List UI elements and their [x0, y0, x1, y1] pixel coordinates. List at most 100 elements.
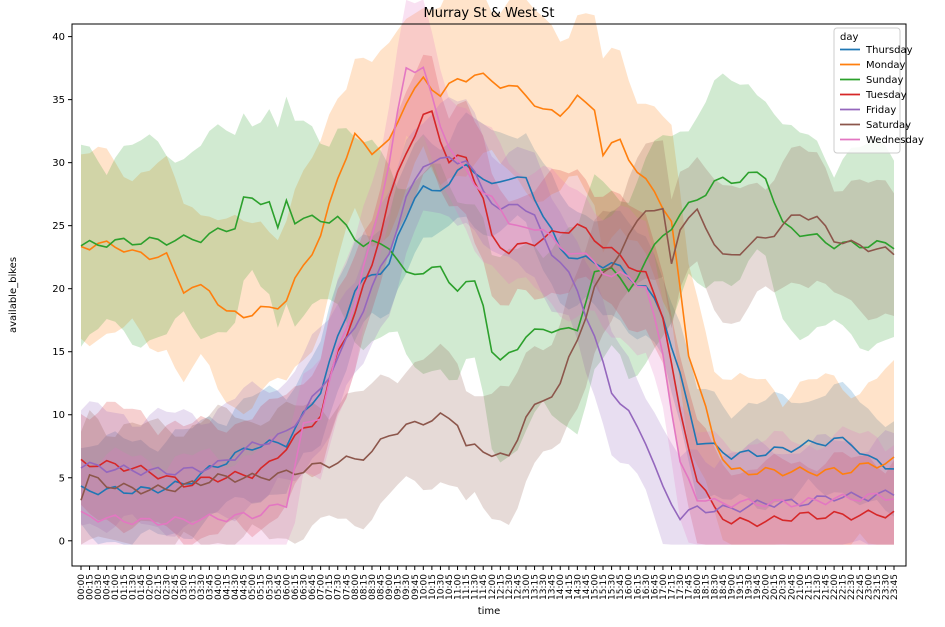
x-tick-label: 20:00 [762, 574, 772, 600]
x-tick-label: 10:00 [419, 574, 429, 600]
legend-entry-label: Saturday [866, 120, 911, 131]
x-tick-label: 19:15 [736, 574, 746, 600]
x-tick-label: 08:45 [377, 574, 387, 600]
band-monday [81, 0, 894, 545]
x-tick-label: 11:45 [479, 574, 489, 600]
x-axis: 00:0000:1500:3000:4501:0001:1501:3001:45… [77, 566, 900, 600]
legend-entry-label: Wednesday [866, 135, 924, 146]
x-tick-label: 20:45 [787, 574, 797, 600]
x-tick-label: 08:15 [359, 574, 369, 600]
x-tick-label: 13:45 [548, 574, 558, 600]
x-tick-label: 04:30 [231, 574, 241, 600]
x-tick-label: 12:00 [488, 574, 498, 600]
x-tick-label: 23:30 [881, 574, 891, 600]
x-tick-label: 01:45 [137, 574, 147, 600]
x-tick-label: 21:45 [822, 574, 832, 600]
x-tick-label: 21:30 [813, 574, 823, 600]
y-tick-label: 0 [59, 536, 65, 547]
y-tick-label: 15 [52, 347, 65, 358]
band-saturday [81, 140, 894, 545]
x-tick-label: 17:45 [685, 574, 695, 600]
x-tick-label: 03:00 [180, 574, 190, 600]
x-tick-label: 10:15 [428, 574, 438, 600]
legend-entry-label: Monday [866, 60, 906, 71]
series-line-friday [80, 156, 895, 521]
x-tick-label: 23:00 [864, 574, 874, 600]
x-tick-label: 12:45 [513, 574, 523, 600]
x-tick-label: 15:30 [608, 574, 618, 600]
x-tick-label: 14:15 [565, 574, 575, 600]
x-tick-label: 10:30 [436, 574, 446, 600]
x-tick-label: 02:30 [163, 574, 173, 600]
x-tick-label: 19:45 [753, 574, 763, 600]
x-tick-label: 22:30 [847, 574, 857, 600]
x-tick-label: 09:15 [394, 574, 404, 600]
x-tick-label: 12:15 [496, 574, 506, 600]
x-tick-label: 15:00 [590, 574, 600, 600]
series-line-monday [80, 72, 895, 477]
x-tick-label: 14:30 [573, 574, 583, 600]
y-tick-label: 5 [59, 473, 65, 484]
y-tick-label: 40 [52, 32, 65, 43]
chart-title: Murray St & West St [424, 6, 555, 21]
x-tick-label: 04:15 [222, 574, 232, 600]
x-tick-label: 06:30 [300, 574, 310, 600]
x-tick-label: 03:15 [188, 574, 198, 600]
band-sunday [81, 73, 894, 463]
y-tick-label: 30 [52, 158, 65, 169]
series-line-sunday [80, 171, 895, 361]
x-tick-label: 08:30 [368, 574, 378, 600]
x-tick-label: 02:45 [171, 574, 181, 600]
x-tick-label: 17:15 [667, 574, 677, 600]
x-tick-label: 00:00 [77, 574, 87, 600]
x-tick-label: 14:45 [582, 574, 592, 600]
x-tick-label: 03:45 [205, 574, 215, 600]
y-axis-label: available_bikes [8, 257, 19, 333]
x-tick-label: 22:45 [856, 574, 866, 600]
x-axis-label: time [478, 606, 501, 617]
legend-entry-label: Friday [866, 105, 896, 116]
x-tick-label: 05:15 [257, 574, 267, 600]
x-tick-label: 16:00 [625, 574, 635, 600]
x-tick-label: 11:00 [454, 574, 464, 600]
legend-title: day [840, 32, 858, 43]
x-tick-label: 04:00 [214, 574, 224, 600]
y-tick-label: 10 [52, 410, 65, 421]
x-tick-label: 19:30 [745, 574, 755, 600]
x-tick-label: 20:30 [779, 574, 789, 600]
x-tick-label: 17:00 [659, 574, 669, 600]
series-line-saturday [80, 207, 895, 501]
x-tick-label: 22:15 [839, 574, 849, 600]
x-tick-label: 09:45 [411, 574, 421, 600]
x-tick-label: 09:00 [385, 574, 395, 600]
x-tick-label: 18:30 [710, 574, 720, 600]
x-tick-label: 07:45 [342, 574, 352, 600]
x-tick-label: 07:00 [317, 574, 327, 600]
x-tick-label: 13:30 [539, 574, 549, 600]
x-tick-label: 04:45 [240, 574, 250, 600]
x-tick-label: 18:00 [693, 574, 703, 600]
x-tick-label: 08:00 [351, 574, 361, 600]
y-tick-label: 20 [52, 284, 65, 295]
x-tick-label: 16:30 [642, 574, 652, 600]
x-tick-label: 00:30 [94, 574, 104, 600]
x-tick-label: 16:15 [633, 574, 643, 600]
x-tick-label: 05:00 [248, 574, 258, 600]
x-tick-label: 20:15 [770, 574, 780, 600]
x-tick-label: 01:00 [111, 574, 121, 600]
x-tick-label: 07:30 [334, 574, 344, 600]
series-line-wednesday [80, 66, 895, 526]
x-tick-label: 22:00 [830, 574, 840, 600]
confidence-bands [81, 0, 894, 545]
x-tick-label: 17:30 [676, 574, 686, 600]
x-tick-label: 09:30 [402, 574, 412, 600]
series-lines [80, 66, 895, 528]
series-line-thursday [80, 163, 895, 496]
x-tick-label: 05:30 [265, 574, 275, 600]
legend-entry-label: Sunday [866, 75, 903, 86]
x-tick-label: 13:00 [522, 574, 532, 600]
x-tick-label: 23:15 [873, 574, 883, 600]
